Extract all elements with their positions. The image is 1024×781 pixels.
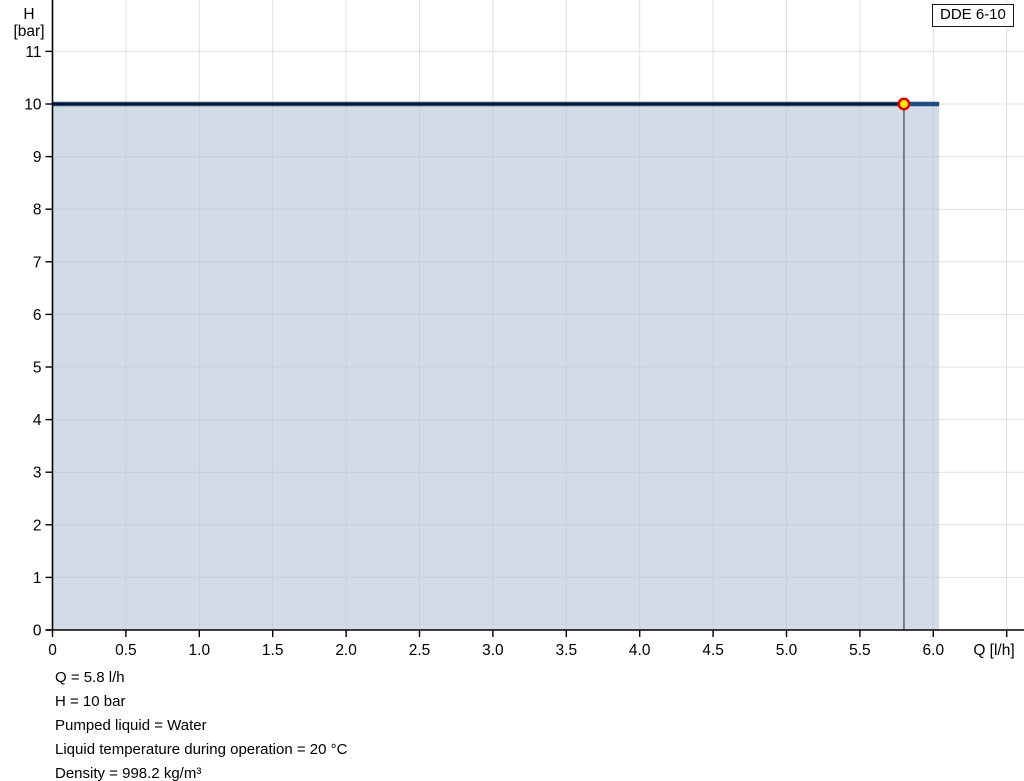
- x-tick-label: 0: [48, 642, 57, 659]
- y-tick-label: 0: [33, 623, 42, 640]
- info-line-density: Density = 998.2 kg/m³: [55, 765, 202, 781]
- x-tick-label: 2.5: [409, 642, 431, 659]
- y-tick-label: 5: [33, 360, 42, 377]
- x-tick-label: 0.5: [115, 642, 137, 659]
- x-tick-label: 1.5: [262, 642, 284, 659]
- x-tick-label: 2.0: [335, 642, 357, 659]
- result-info-panel: Q = 5.8 l/h H = 10 bar Pumped liquid = W…: [55, 666, 347, 781]
- x-tick-label: 5.0: [776, 642, 798, 659]
- y-axis-unit: [bar]: [13, 23, 44, 40]
- x-tick-label: 5.5: [849, 642, 871, 659]
- y-tick-label: 11: [25, 44, 41, 61]
- y-tick-label: 2: [33, 517, 42, 534]
- x-tick-label: 4.5: [702, 642, 724, 659]
- x-tick-label: 3.0: [482, 642, 504, 659]
- info-line-pumped-liquid: Pumped liquid = Water: [55, 717, 207, 734]
- y-tick-label: 6: [33, 307, 42, 324]
- info-line-liquid-temperature: Liquid temperature during operation = 20…: [55, 741, 348, 758]
- y-tick-label: 7: [33, 254, 42, 271]
- operating-point-marker[interactable]: [897, 97, 911, 111]
- curve-legend-box: DDE 6-10: [932, 4, 1014, 27]
- x-axis-title: Q [l/h]: [973, 642, 1014, 659]
- x-tick-label: 3.5: [556, 642, 578, 659]
- y-tick-label: 10: [24, 97, 42, 114]
- info-line-flow: Q = 5.8 l/h: [55, 669, 125, 686]
- y-tick-label: 9: [33, 149, 42, 166]
- y-axis-title: H: [23, 6, 34, 23]
- y-tick-label: 3: [33, 465, 42, 482]
- x-tick-label: 4.0: [629, 642, 651, 659]
- curve-legend-label: DDE 6-10: [940, 6, 1006, 23]
- info-line-head: H = 10 bar: [55, 693, 126, 710]
- y-tick-label: 4: [33, 412, 42, 429]
- curve-area-fill: [52, 104, 940, 630]
- x-tick-label: 1.0: [189, 642, 211, 659]
- y-tick-label: 1: [33, 570, 42, 587]
- x-tick-label: 6.0: [923, 642, 945, 659]
- y-tick-label: 8: [33, 202, 42, 219]
